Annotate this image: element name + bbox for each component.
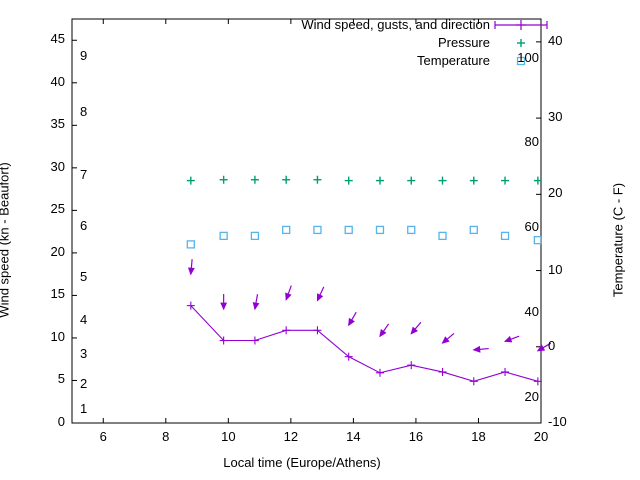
legend: Wind speed, gusts, and direction Pressur… <box>232 16 490 70</box>
series-temperature <box>186 225 543 249</box>
y2-tick-label-40: 40 <box>548 32 563 48</box>
y-left-axis-ticks <box>72 39 77 424</box>
plot-frame <box>71 18 542 424</box>
legend-markers <box>494 20 548 66</box>
x-tick-label-12: 12 <box>283 429 299 444</box>
beaufort-label-8: 8 <box>80 103 88 119</box>
beaufort-label-6: 6 <box>80 218 88 234</box>
series-wind-speed <box>186 301 542 386</box>
x-tick-label-18: 18 <box>471 429 486 444</box>
y-tick-label-25: 25 <box>50 201 65 217</box>
legend-item-temperature[interactable]: Temperature <box>417 53 490 68</box>
x-tick-label-16: 16 <box>408 429 424 444</box>
x-tick-label-20: 20 <box>533 429 549 444</box>
y-tick-label-5: 5 <box>57 371 65 387</box>
y-tick-label-40: 40 <box>50 73 65 89</box>
fahrenheit-label-20: 20 <box>524 388 539 404</box>
fahrenheit-label-60: 60 <box>524 218 539 234</box>
beaufort-label-7: 7 <box>80 167 88 183</box>
beaufort-label-4: 4 <box>80 311 88 327</box>
fahrenheit-label-80: 80 <box>524 134 539 150</box>
beaufort-label-5: 5 <box>80 269 88 285</box>
legend-item-wind[interactable]: Wind speed, gusts, and direction <box>301 17 490 32</box>
y-tick-label-20: 20 <box>50 243 65 259</box>
y-tick-label-45: 45 <box>50 31 65 47</box>
y-tick-label-0: 0 <box>57 414 65 429</box>
y-tick-label-35: 35 <box>50 116 65 132</box>
x-axis-ticks <box>102 19 542 423</box>
y-tick-label-15: 15 <box>50 286 65 302</box>
beaufort-label-9: 9 <box>80 48 88 64</box>
y2-tick-label-0: 0 <box>548 337 556 353</box>
legend-item-pressure[interactable]: Pressure <box>437 35 490 50</box>
beaufort-label-2: 2 <box>80 375 88 391</box>
x-tick-label-8: 8 <box>162 429 170 444</box>
fahrenheit-label-40: 40 <box>524 304 539 320</box>
fahrenheit-label-100: 100 <box>517 49 539 65</box>
y-tick-label-30: 30 <box>50 158 65 174</box>
series-gusts <box>187 259 552 353</box>
beaufort-label-1: 1 <box>80 401 88 417</box>
x-tick-label-6: 6 <box>99 429 107 444</box>
y2-tick-label-10: 10 <box>548 261 563 277</box>
x-tick-label-14: 14 <box>346 429 361 444</box>
y2-tick-label-30: 30 <box>548 109 563 125</box>
y2-tick-label-20: 20 <box>548 185 563 201</box>
series-pressure <box>186 175 542 185</box>
y2-tick-label--10: -10 <box>548 414 567 429</box>
x-axis-title: Local time (Europe/Athens) <box>223 455 381 470</box>
y2-axis-title: Temperature (C - F) <box>610 182 626 298</box>
x-tick-label-10: 10 <box>221 429 236 444</box>
beaufort-label-3: 3 <box>80 345 88 361</box>
y-axis-title: Wind speed (kn - Beaufort) <box>0 162 12 318</box>
y-tick-label-10: 10 <box>50 328 65 344</box>
